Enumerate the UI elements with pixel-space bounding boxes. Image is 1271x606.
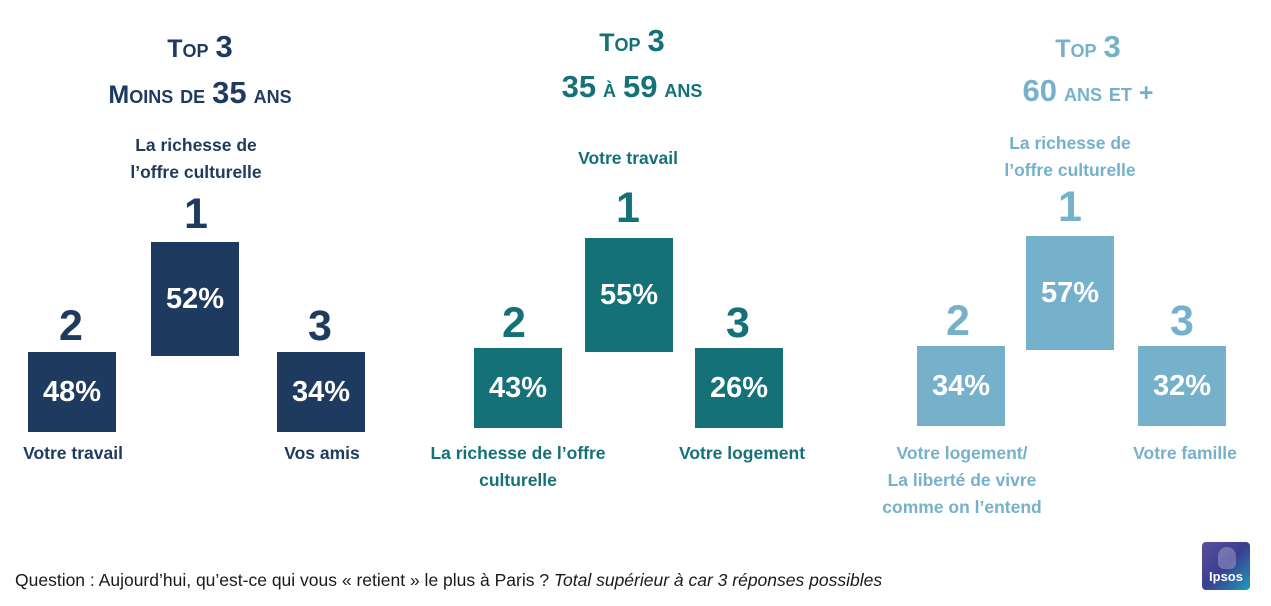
logo-text: Ipsos [1209,569,1243,584]
rank2-number: 2 [59,302,83,350]
group-60-plus: Top 3 60 ans et + La richesse de l’offre… [860,0,1271,560]
group-title-line1: Top 3 [167,29,233,64]
rank1-label: Votre travail [578,148,678,168]
rank2-bar: 48% [28,352,116,432]
rank2-value: 43% [488,371,548,404]
rank1-bar: 55% [585,238,673,352]
rank3-value: 34% [291,375,351,408]
rank3-label: Votre logement [678,443,806,463]
rank3-value: 32% [1152,369,1212,402]
group-35-59: Top 3 35 à 59 ans Votre travail 1 55% 2 … [420,0,844,560]
rank1-value: 52% [165,282,225,315]
rank1-value: 57% [1040,276,1100,309]
rank2-label: La richesse de l’offre culturelle [430,443,606,490]
rank3-bar: 34% [277,352,365,432]
group-title-line2: 35 à 59 ans [561,69,703,104]
rank2-label: Votre logement/ La liberté de vivre comm… [882,443,1042,517]
rank1-number: 1 [616,184,640,232]
ipsos-logo: Ipsos [1202,542,1250,590]
rank1-bar: 52% [151,242,239,356]
question-footnote: Question : Aujourd’hui, qu’est-ce qui vo… [15,570,882,591]
rank1-number: 1 [184,190,208,238]
rank3-label: Votre famille [1133,443,1237,463]
rank3-value: 26% [709,371,769,404]
rank2-label: Votre travail [23,443,123,463]
rank3-number: 3 [1170,297,1194,345]
group-title-line1: Top 3 [1055,29,1121,64]
rank1-bar: 57% [1026,236,1114,350]
logo-head-icon [1218,547,1236,569]
rank2-value: 34% [931,369,991,402]
rank3-bar: 26% [695,348,783,428]
rank2-bar: 34% [917,346,1005,426]
rank3-number: 3 [726,299,750,347]
rank3-bar: 32% [1138,346,1226,426]
rank1-label: La richesse de l’offre culturelle [130,135,262,182]
rank2-number: 2 [946,297,970,345]
group-under-35: Top 3 Moins de 35 ans La richesse de l’o… [0,0,400,560]
rank2-bar: 43% [474,348,562,428]
question-note: Total supérieur à car 3 réponses possibl… [553,570,883,590]
rank2-value: 48% [42,375,102,408]
rank3-number: 3 [308,302,332,350]
rank1-number: 1 [1058,183,1082,231]
question-text: Question : Aujourd’hui, qu’est-ce qui vo… [15,570,554,590]
rank1-label: La richesse de l’offre culturelle [1004,133,1136,180]
group-title-line1: Top 3 [599,23,665,58]
rank2-number: 2 [502,299,526,347]
rank1-value: 55% [599,278,659,311]
rank3-label: Vos amis [284,443,360,463]
group-title-line2: 60 ans et + [1022,73,1154,108]
group-title-line2: Moins de 35 ans [108,75,292,110]
